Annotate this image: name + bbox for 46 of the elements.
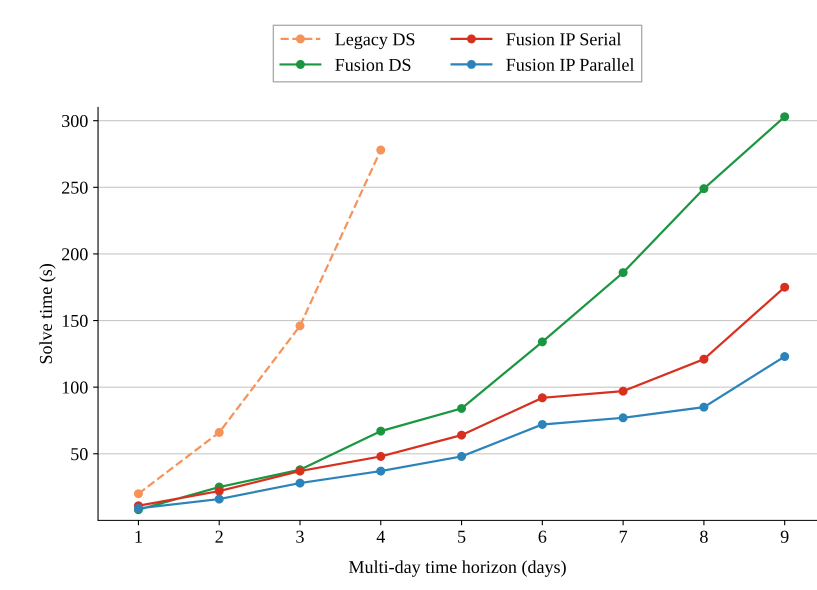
legend-label: Fusion DS (335, 58, 410, 71)
x-axis-title: Multi-day time horizon (days) (348, 560, 566, 577)
point (376, 146, 386, 155)
point (618, 413, 628, 422)
point (780, 282, 790, 292)
legend-label: Legacy DS (335, 33, 414, 50)
point (538, 337, 547, 346)
x-tick-label: 1 (136, 530, 142, 543)
x-tick-label: 2 (215, 530, 223, 543)
point (134, 489, 143, 498)
point (376, 426, 386, 436)
y-tick-label: 150 (62, 314, 88, 327)
point (376, 466, 386, 476)
x-tick-label: 8 (700, 530, 708, 543)
point (538, 393, 547, 402)
point (618, 386, 628, 396)
point (295, 478, 305, 488)
point (376, 452, 386, 461)
point (699, 402, 708, 412)
y-tick-label: 300 (62, 114, 88, 128)
point (214, 428, 224, 437)
point (699, 354, 708, 364)
y-tick-label: 50 (71, 448, 88, 460)
point (214, 494, 224, 504)
point (457, 452, 466, 461)
legend-label: Fusion IP Serial (506, 32, 622, 46)
y-axis-title: Solve time (s) (39, 264, 56, 364)
y-tick-label: 100 (62, 381, 88, 394)
x-tick-label: 7 (620, 530, 628, 543)
x-tick-label: 3 (296, 530, 304, 543)
point (780, 352, 790, 362)
point (699, 184, 708, 194)
x-tick-label: 9 (780, 530, 788, 543)
y-tick-label: 250 (62, 182, 88, 194)
point (618, 268, 628, 278)
point (457, 430, 466, 440)
point (780, 112, 790, 122)
x-tick-label: 5 (458, 530, 466, 543)
point (214, 486, 224, 496)
point (538, 420, 547, 429)
legend-label: Fusion IP Parallel (506, 58, 634, 71)
y-tick-label: 200 (62, 248, 88, 260)
point (457, 404, 466, 413)
point (295, 321, 305, 330)
x-tick-label: 6 (538, 530, 546, 543)
x-tick-label: 4 (376, 530, 386, 543)
